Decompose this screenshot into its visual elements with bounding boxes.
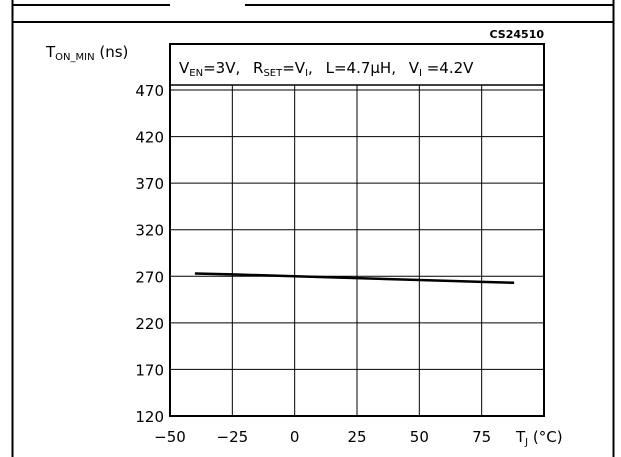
- x-tick-label: −25: [217, 428, 249, 446]
- vi-value: =4.2V: [422, 59, 474, 77]
- rset-subscript: SET: [263, 68, 283, 79]
- rset-symbol: R: [253, 59, 263, 77]
- ven-subscript: EN: [189, 68, 203, 79]
- rset-end: ,: [308, 59, 313, 77]
- x-axis-symbol: T: [515, 428, 526, 446]
- y-tick-label: 420: [135, 129, 164, 147]
- series-layer: [194, 272, 515, 285]
- series-line: [194, 272, 515, 285]
- reference-code: CS24510: [490, 28, 545, 41]
- conditions-box: [169, 43, 545, 86]
- y-tick-label: 120: [135, 408, 164, 426]
- y-axis-symbol: T: [45, 43, 56, 61]
- y-axis-unit: (ns): [95, 43, 129, 61]
- y-tick-label: 220: [135, 315, 164, 333]
- x-axis-unit: (°C): [528, 428, 562, 446]
- x-tick-label: −50: [154, 428, 186, 446]
- y-tick-label: 320: [135, 222, 164, 240]
- y-axis-title: TON_MIN (ns): [45, 43, 128, 63]
- ven-value: =3V,: [203, 59, 240, 77]
- plot-frame: [169, 43, 545, 417]
- x-tick-label: 75: [472, 428, 491, 446]
- grid: [170, 44, 544, 417]
- y-tick-label: 470: [135, 82, 164, 100]
- x-tick-label: 50: [410, 428, 429, 446]
- ven-symbol: V: [179, 59, 190, 77]
- y-tick-label: 370: [135, 175, 164, 193]
- x-axis-title: TJ (°C): [515, 428, 563, 448]
- x-tick-label: 0: [290, 428, 300, 446]
- vi-symbol: V: [409, 59, 420, 77]
- y-tick-label: 170: [135, 361, 164, 379]
- x-tick-label: 25: [347, 428, 366, 446]
- inductance-value: L=4.7µH,: [326, 59, 396, 77]
- y-tick-label: 270: [135, 268, 164, 286]
- rset-subscript-2: I: [305, 68, 308, 79]
- rset-mid: =V: [282, 59, 306, 77]
- tick-labels: 120 170 220 270 320 370 420 470 −50 −25 0 25 50 75: [135, 82, 491, 446]
- vi-subscript: I: [419, 68, 422, 79]
- y-axis-subscript: ON_MIN: [55, 52, 94, 63]
- test-conditions: VEN=3V, RSET=VI, L=4.7µH, VI =4.2V: [179, 59, 474, 79]
- x-axis-subscript: J: [524, 437, 528, 448]
